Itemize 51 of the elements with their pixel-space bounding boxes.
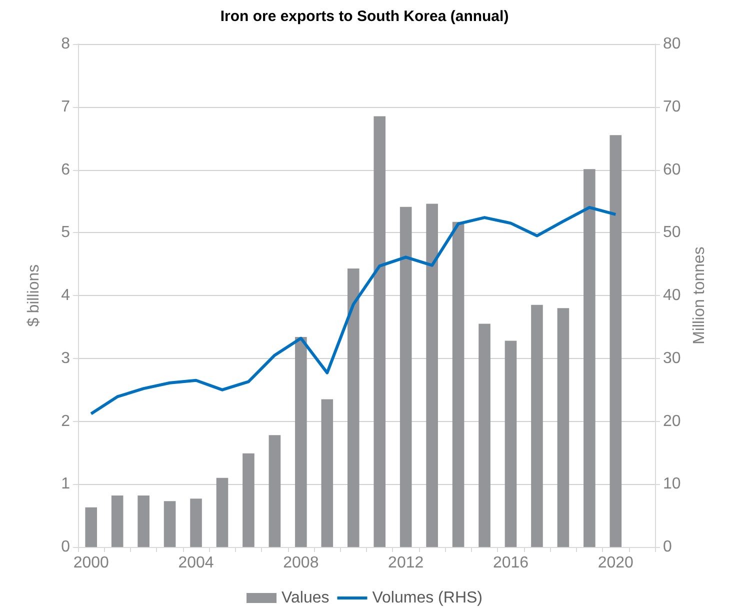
bar [557, 308, 570, 547]
x-tick-label: 2004 [178, 554, 214, 572]
line-series [90, 206, 618, 416]
y-tick-label: 1 [61, 476, 70, 493]
y-tick-label: 3 [61, 350, 70, 367]
y2-tick-label: 60 [663, 161, 681, 178]
y2-tick-label: 80 [663, 36, 681, 52]
bar [190, 498, 202, 547]
bar [111, 495, 124, 547]
y2-tick-label: 50 [663, 224, 681, 242]
bar [504, 340, 517, 547]
y2-tick-label: 40 [663, 287, 681, 304]
x-tick-label: 2000 [73, 554, 110, 572]
legend-label: Values [282, 590, 330, 606]
bar [347, 268, 360, 547]
y-tick-label: 0 [61, 538, 70, 556]
y2-tick-label: 70 [663, 98, 681, 116]
y-tick-label: 6 [61, 161, 70, 178]
bar [164, 501, 176, 547]
y-tick-label: 2 [61, 412, 70, 430]
bar [374, 116, 386, 547]
x-tick-label: 2008 [283, 554, 319, 572]
bar [610, 135, 622, 547]
bar [216, 478, 228, 547]
bar [584, 169, 596, 547]
y2-tick-label: 30 [663, 350, 681, 367]
bar [478, 324, 490, 547]
x-tick-label: 2012 [388, 554, 424, 572]
y2-tick-label: 10 [663, 476, 681, 493]
bar [138, 495, 150, 547]
y2-axis-title: Million tonnes [691, 246, 708, 344]
bar [321, 399, 334, 547]
bar [295, 337, 307, 547]
y-tick-label: 5 [61, 224, 70, 242]
y-tick-label: 8 [61, 36, 70, 52]
bar [426, 204, 438, 547]
y2-tick-label: 0 [663, 538, 672, 556]
x-tick-label: 2016 [492, 554, 529, 572]
y2-tick-label: 20 [663, 412, 681, 430]
chart-title: Iron ore exports to South Korea (annual) [220, 8, 509, 25]
x-tick-label: 2020 [598, 554, 634, 572]
bar [85, 507, 98, 547]
bar [400, 206, 412, 547]
legend-label: Volumes (RHS) [372, 590, 482, 606]
bar [268, 435, 281, 547]
y-axis-title: $ billions [26, 264, 42, 327]
bar [452, 222, 464, 547]
y-tick-label: 4 [61, 287, 70, 304]
bar [242, 453, 254, 547]
y-tick-label: 7 [61, 98, 70, 116]
bar [531, 304, 543, 547]
